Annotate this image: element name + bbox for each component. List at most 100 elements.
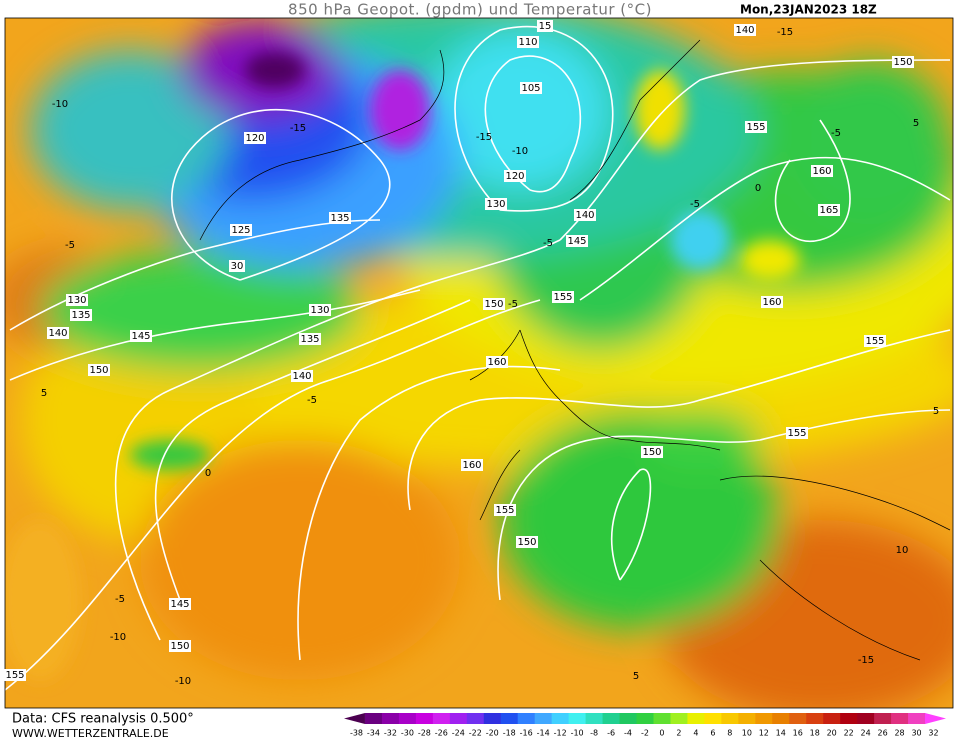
geopotential-label: 120: [505, 171, 524, 182]
geopotential-label-box: [485, 198, 507, 210]
legend-label: -6: [607, 729, 615, 738]
legend-label: 20: [827, 729, 837, 738]
geopotential-label-box: [892, 56, 914, 68]
geopotential-label-box: [786, 427, 808, 439]
geopotential-label: 155: [787, 428, 806, 439]
legend-arrow: [344, 713, 365, 724]
temperature-label: 5: [933, 406, 939, 417]
geopotential-label-box: [299, 333, 321, 345]
geopotential-label: 140: [292, 371, 311, 382]
legend-swatch: [704, 713, 722, 724]
geopotential-label-box: [4, 669, 26, 681]
legend-label: 22: [844, 729, 854, 738]
geopotential-label: 135: [71, 310, 90, 321]
legend-label: 2: [676, 729, 681, 738]
legend-swatch: [602, 713, 621, 724]
legend-label: -16: [520, 729, 533, 738]
geopotential-label-box: [329, 212, 351, 224]
legend-swatch: [755, 713, 773, 724]
legend-swatch: [619, 713, 638, 724]
geopotential-label-box: [811, 165, 833, 177]
geopotential-label-box: [818, 204, 840, 216]
geopotential-label: 140: [575, 210, 594, 221]
legend-label: 14: [776, 729, 786, 738]
geopotential-label-box: [520, 82, 542, 94]
geopotential-label: 30: [231, 261, 244, 272]
geopotential-label-box: [552, 291, 574, 303]
temperature-label: -5: [508, 299, 518, 310]
legend-swatch: [806, 713, 824, 724]
temperature-label: 0: [205, 468, 211, 479]
legend-swatch: [891, 713, 909, 724]
temperature-label: -10: [110, 632, 126, 643]
temperature-label: 5: [41, 388, 47, 399]
legend-swatch: [483, 713, 502, 724]
temperature-label: -5: [543, 238, 553, 249]
geopotential-label: 15: [539, 21, 552, 32]
legend-swatch: [381, 713, 400, 724]
temperature-label: -15: [777, 27, 793, 38]
legend-swatch: [398, 713, 417, 724]
legend-label: -8: [590, 729, 598, 738]
temperature-label: -15: [858, 655, 874, 666]
geopotential-label-box: [309, 304, 331, 316]
legend-swatch: [687, 713, 705, 724]
temperature-label: 5: [633, 671, 639, 682]
temperature-label: -10: [175, 676, 191, 687]
legend-swatch: [500, 713, 519, 724]
temperature-label: -5: [307, 395, 317, 406]
color-legend: -38 -34 -32 -30 -28 -26 -24 -22 -20 -18 -16 -14 -12-…: [344, 713, 946, 738]
legend-swatch: [449, 713, 468, 724]
geopotential-label: 150: [893, 57, 912, 68]
geopotential-label-box: [291, 370, 313, 382]
geopotential-label-box: [566, 235, 588, 247]
legend-label: -4: [624, 729, 632, 738]
legend-swatch: [721, 713, 739, 724]
temperature-label: 5: [913, 118, 919, 129]
legend-arrow: [925, 713, 946, 724]
legend-label: 4: [693, 729, 698, 738]
legend-label: 16: [793, 729, 803, 738]
legend-label: -10: [571, 729, 584, 738]
legend-label: 12: [759, 729, 769, 738]
geopotential-label-box: [761, 296, 783, 308]
legend-label: 8: [727, 729, 732, 738]
geopotential-label: 150: [642, 447, 661, 458]
legend-label: 24: [861, 729, 871, 738]
geopotential-label-box: [745, 121, 767, 133]
legend-swatch: [772, 713, 790, 724]
legend-swatch: [364, 713, 383, 724]
legend-swatch: [534, 713, 553, 724]
legend-label: -32: [384, 729, 397, 738]
legend-swatch: [874, 713, 892, 724]
legend-label: -14: [537, 729, 550, 738]
geopotential-label: 135: [300, 334, 319, 345]
geopotential-label: 155: [553, 292, 572, 303]
legend-label: -38: [350, 729, 363, 738]
geopotential-label: 150: [89, 365, 108, 376]
legend-swatch: [466, 713, 485, 724]
legend-label: -28: [418, 729, 431, 738]
geopotential-label: 140: [48, 328, 67, 339]
geopotential-label: 140: [735, 25, 754, 36]
legend-swatch: [653, 713, 671, 724]
legend-label: -34: [367, 729, 380, 738]
geopotential-label-box: [516, 536, 538, 548]
legend-label: 6: [710, 729, 715, 738]
temperature-label: -5: [831, 128, 841, 139]
geopotential-label: 155: [495, 505, 514, 516]
legend-swatch: [517, 713, 536, 724]
map-title: 850 hPa Geopot. (gpdm) und Temperatur (°…: [288, 1, 652, 19]
temperature-label: -10: [52, 99, 68, 110]
geopotential-label: 125: [231, 225, 250, 236]
geopotential-label-box: [229, 260, 245, 272]
geopotential-label: 160: [762, 297, 781, 308]
geopotential-label: 130: [310, 305, 329, 316]
geopotential-label: 110: [518, 37, 537, 48]
geopotential-label-box: [537, 20, 553, 32]
legend-label: -20: [486, 729, 499, 738]
geopotential-label-box: [169, 640, 191, 652]
geopotential-label-box: [734, 24, 756, 36]
temperature-label: -5: [690, 199, 700, 210]
